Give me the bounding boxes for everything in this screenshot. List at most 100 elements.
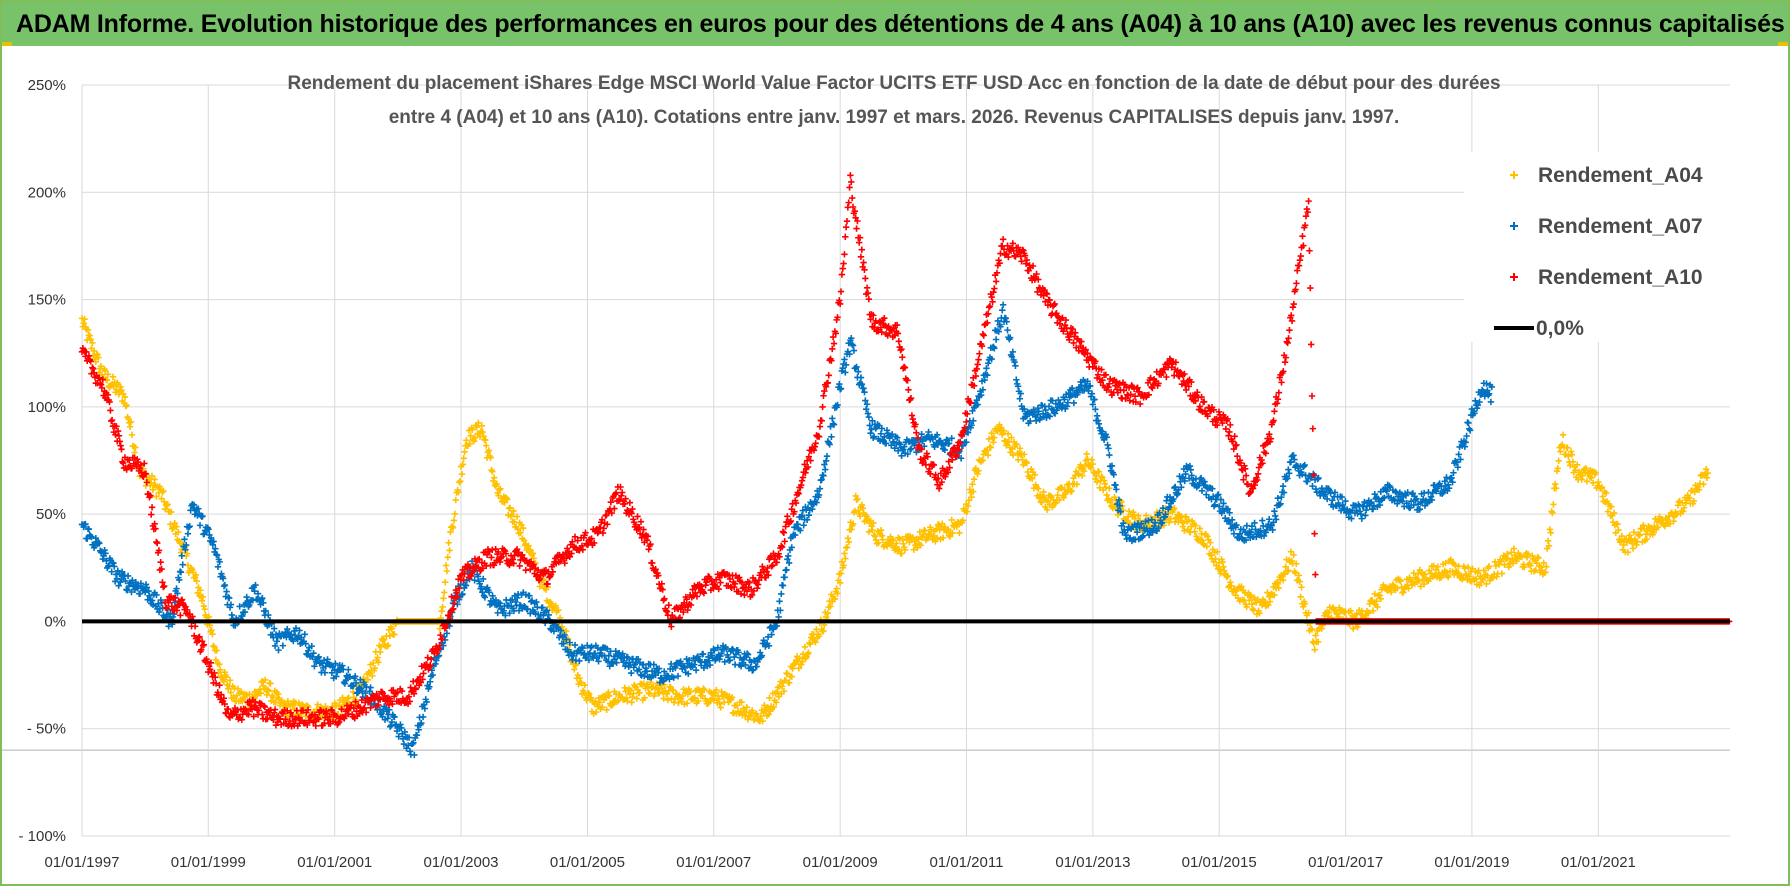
data-point [818,417,825,424]
data-point [1521,563,1528,571]
data-point [1394,500,1401,507]
data-point [1187,466,1194,473]
data-point [459,590,466,598]
data-point [439,603,446,611]
data-point [948,516,955,524]
data-point [1633,541,1640,549]
data-point [85,526,93,533]
data-point [984,360,992,367]
data-point [1417,583,1424,590]
data-point [1095,468,1103,475]
data-point [1226,509,1233,516]
data-point [157,558,164,566]
data-point [619,650,626,657]
data-point [1040,488,1047,496]
data-point [1680,508,1687,515]
x-tick-label: 01/01/2021 [1561,854,1636,871]
data-point [1249,605,1256,613]
data-point [151,476,158,483]
data-point [1315,638,1322,646]
data-point [691,661,698,668]
data-point [1640,522,1647,529]
data-point [84,326,92,334]
data-point [758,652,766,659]
data-point [1353,611,1360,618]
data-point [1654,524,1662,531]
data-point [976,350,983,357]
data-point [419,713,427,721]
data-point [656,689,663,697]
data-point [1412,574,1419,581]
data-point [815,491,823,499]
data-point [1453,458,1461,466]
data-point [1200,540,1207,547]
data-point [153,591,160,599]
data-point [635,666,643,673]
data-point [405,742,412,749]
data-point [910,546,917,553]
data-point [496,486,503,494]
data-point [991,434,998,441]
data-point [242,707,250,714]
data-point [711,647,718,654]
data-point [718,688,725,695]
data-point [1274,580,1282,588]
data-point [1550,501,1557,508]
data-point [1248,523,1256,530]
data-point [264,715,271,723]
data-point [1377,595,1384,602]
data-point [314,701,321,708]
data-point [284,625,291,633]
data-point [1275,584,1282,592]
data-point [869,417,876,424]
data-point [628,669,635,677]
data-point [112,431,119,439]
data-point [1031,471,1038,478]
data-point [1186,462,1194,470]
data-point [842,224,850,231]
data-point [213,552,221,559]
data-point [1465,572,1473,580]
data-point [1192,522,1199,529]
data-point [1358,515,1366,522]
data-point [490,477,497,485]
data-point [1546,526,1554,533]
data-point [1158,519,1166,526]
data-point [1505,563,1512,571]
data-point [914,535,922,543]
data-point [1269,526,1276,534]
data-point [380,636,387,643]
data-point [1534,553,1541,561]
data-point [1501,561,1508,568]
data-point [1498,570,1506,577]
data-point [255,707,263,714]
data-point [1211,501,1219,509]
data-point [1299,232,1306,240]
data-point [1540,559,1547,567]
data-point [783,566,790,574]
data-point [142,581,150,588]
data-point [1278,493,1285,501]
data-point [661,681,668,688]
data-point [119,390,127,397]
data-point [515,607,523,614]
data-point [1051,410,1059,417]
data-point [1008,353,1016,360]
data-point [1103,491,1110,499]
data-point [210,538,217,545]
data-point [223,673,230,681]
data-point [918,430,925,438]
data-point [1259,517,1266,524]
data-point [438,608,445,615]
data-point [479,589,486,596]
data-point [500,607,507,615]
data-point [1106,451,1113,459]
data-point [526,592,533,600]
data-point [279,642,287,649]
data-point [1133,523,1140,531]
data-point [1012,362,1019,370]
data-point [735,649,742,656]
data-point [1101,480,1109,487]
data-point [908,412,916,419]
data-point [798,512,806,519]
